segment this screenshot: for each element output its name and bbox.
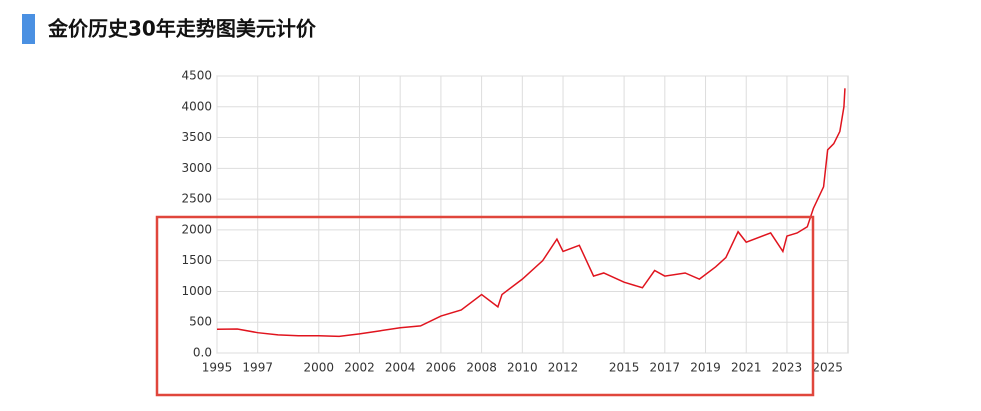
x-tick-label: 2019 — [690, 361, 721, 375]
y-tick-label: 2000 — [181, 222, 212, 236]
x-tick-label: 1997 — [242, 361, 273, 375]
x-tick-label: 2023 — [772, 361, 803, 375]
y-tick-label: 3500 — [181, 130, 212, 144]
x-tick-label: 2012 — [548, 361, 579, 375]
highlight-box — [155, 215, 815, 397]
x-tick-label: 2002 — [344, 361, 375, 375]
x-tick-label: 2006 — [426, 361, 457, 375]
y-tick-label: 4000 — [181, 99, 212, 113]
x-tick-label: 2025 — [812, 361, 843, 375]
x-tick-label: 2017 — [650, 361, 681, 375]
y-tick-label: 2500 — [181, 192, 212, 206]
title-marker — [22, 14, 35, 44]
x-tick-label: 2004 — [385, 361, 416, 375]
x-tick-label: 2021 — [731, 361, 762, 375]
plot: 0.0 500 1000 1500 2000 2500 3000 3500 4000 4500 19… — [181, 69, 849, 375]
x-tick-label: 2010 — [507, 361, 538, 375]
y-tick-label: 500 — [189, 315, 212, 329]
y-tick-label: 3000 — [181, 161, 212, 175]
y-tick-label: 0.0 — [193, 346, 212, 360]
price-line — [216, 88, 846, 338]
y-tick-label: 1000 — [181, 284, 212, 298]
x-tick-label: 2015 — [609, 361, 640, 375]
plot-area — [216, 75, 849, 354]
x-tick-label: 2008 — [466, 361, 497, 375]
x-tick-label: 2000 — [304, 361, 335, 375]
x-tick-label: 1995 — [202, 361, 233, 375]
page-title: 金价历史30年走势图美元计价 — [47, 17, 317, 41]
y-tick-label: 1500 — [181, 253, 212, 267]
y-tick-label: 4500 — [181, 69, 212, 83]
